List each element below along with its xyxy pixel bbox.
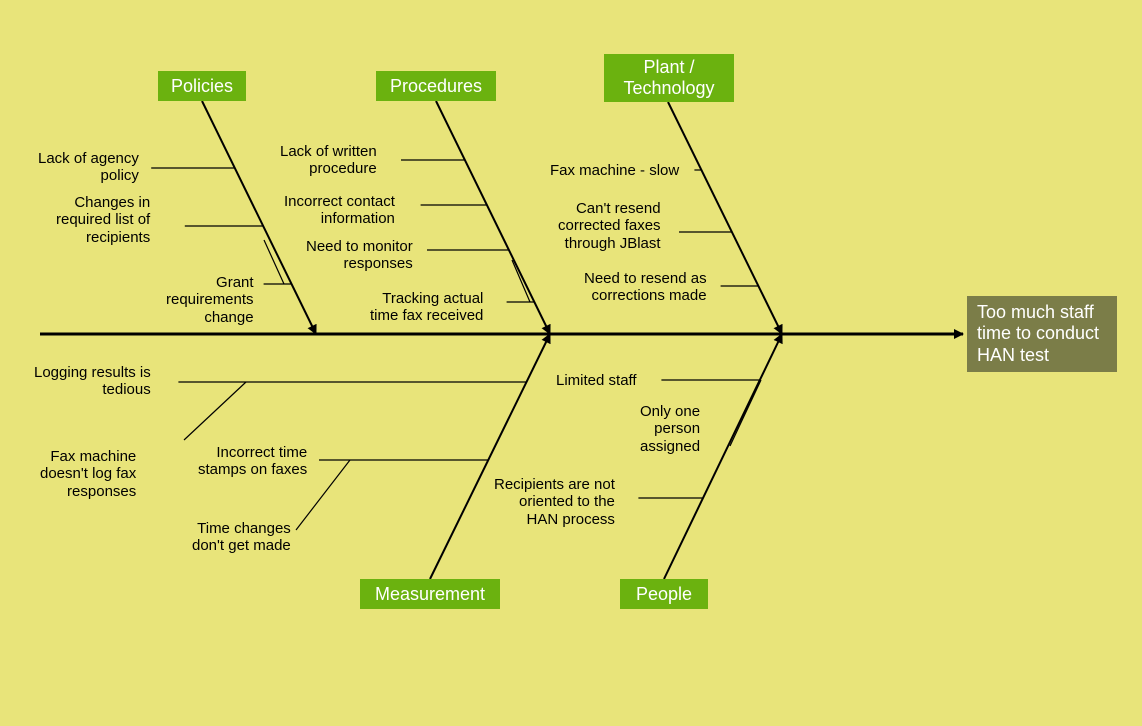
category-bone-measurement	[430, 334, 550, 579]
cause-label: Need to resend as corrections made	[584, 270, 707, 305]
effect-box: Too much staff time to conduct HAN test	[967, 296, 1117, 372]
cause-label: Changes in required list of recipients	[56, 194, 150, 246]
sub-cause-connector	[512, 260, 530, 302]
cause-label: Tracking actual time fax received	[370, 290, 483, 325]
cause-label: Logging results is tedious	[34, 364, 151, 399]
cause-label: Limited staff	[556, 372, 637, 389]
fishbone-diagram: Too much staff time to conduct HAN test P…	[0, 0, 1142, 726]
cause-label: Need to monitor responses	[306, 238, 413, 273]
cause-label: Lack of agency policy	[38, 150, 139, 185]
category-box-policies: Policies	[158, 71, 246, 101]
sub-cause-connector	[184, 382, 246, 440]
sub-cause-connector	[730, 380, 761, 446]
category-box-measurement: Measurement	[360, 579, 500, 609]
cause-label: Incorrect time stamps on faxes	[198, 444, 307, 479]
cause-label: Fax machine doesn't log fax responses	[40, 448, 136, 500]
cause-label: Fax machine - slow	[550, 162, 679, 179]
cause-label: Can't resend corrected faxes through JBl…	[558, 200, 661, 252]
cause-label: Only one person assigned	[640, 403, 700, 455]
category-box-procedures: Procedures	[376, 71, 496, 101]
category-bone-people	[664, 334, 782, 579]
cause-label: Lack of written procedure	[280, 143, 377, 178]
category-box-plant: Plant / Technology	[604, 54, 734, 102]
category-box-people: People	[620, 579, 708, 609]
cause-label: Time changes don't get made	[192, 520, 291, 555]
cause-label: Recipients are not oriented to the HAN p…	[494, 476, 615, 528]
cause-label: Incorrect contact information	[284, 193, 395, 228]
cause-label: Grant requirements change	[166, 274, 254, 326]
